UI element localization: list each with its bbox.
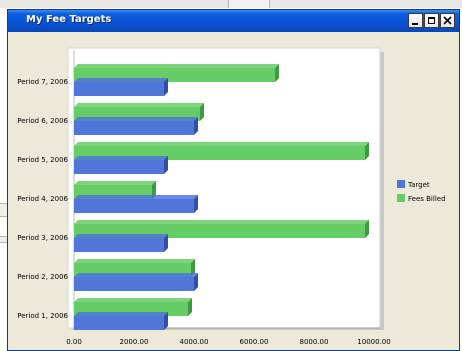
bar-target-side — [194, 117, 198, 135]
bar-target-face — [74, 316, 164, 330]
bar-fees-billed-top — [74, 259, 195, 263]
bar-target — [74, 273, 198, 291]
bar-fees-billed-top — [74, 103, 204, 107]
legend-swatch-target — [397, 180, 405, 188]
bar-target — [74, 234, 168, 252]
category-label: Period 1, 2006 — [17, 312, 68, 320]
bar-target-top — [74, 234, 168, 238]
bar-target-face — [74, 160, 164, 174]
bar-target — [74, 78, 168, 96]
background-panel-edge — [0, 236, 8, 243]
bar-target-face — [74, 82, 164, 96]
bar-target-face — [74, 199, 194, 213]
close-icon — [443, 16, 452, 25]
bar-target-side — [164, 156, 168, 174]
background-panel-edge — [228, 0, 270, 8]
minimize-icon — [412, 23, 418, 25]
bar-target — [74, 312, 168, 330]
category-label: Period 7, 2006 — [17, 78, 68, 86]
title-bar[interactable]: My Fee Targets — [8, 10, 459, 32]
maximize-icon — [428, 17, 435, 24]
bar-target-top — [74, 78, 168, 82]
x-tick-label: 10000.00 — [357, 338, 390, 346]
x-tick-label: 4000.00 — [180, 338, 209, 346]
bar-target-top — [74, 273, 198, 277]
bar-target-face — [74, 277, 194, 291]
bar-fees-billed-side — [365, 220, 369, 238]
category-label: Period 2, 2006 — [17, 273, 68, 281]
desktop-background-strip — [0, 0, 462, 8]
x-tick-label: 0.00 — [66, 338, 82, 346]
bar-fees-billed-top — [74, 142, 369, 146]
category-label: Period 3, 2006 — [17, 234, 68, 242]
x-tick-label: 8000.00 — [300, 338, 329, 346]
minimize-button[interactable] — [408, 13, 423, 28]
bar-target — [74, 156, 168, 174]
fee-targets-chart: Period 1, 2006 Period 2, 2006 Period 3, 20… — [17, 47, 446, 346]
close-button[interactable] — [440, 13, 455, 28]
category-label: Period 4, 2006 — [17, 195, 68, 203]
bar-target-top — [74, 117, 198, 121]
legend-swatch-fees-billed — [397, 194, 405, 202]
fee-targets-window: My Fee Targets Period 1, 2006 Period 2, 2… — [7, 9, 460, 351]
background-panel-edge — [0, 203, 8, 217]
bar-fees-billed-top — [74, 220, 369, 224]
bar-fees-billed-side — [365, 142, 369, 160]
bar-fees-billed-side — [152, 181, 156, 199]
bar-fees-billed-side — [200, 103, 204, 121]
bar-target-top — [74, 312, 168, 316]
category-label: Period 6, 2006 — [17, 117, 68, 125]
x-tick-label: 2000.00 — [120, 338, 149, 346]
bar-fees-billed-side — [188, 298, 192, 316]
legend-label-fees-billed: Fees Billed — [408, 195, 446, 203]
bar-fees-billed-side — [191, 259, 195, 277]
bar-target — [74, 117, 198, 135]
bar-fees-billed-side — [275, 64, 279, 82]
bar-fees-billed-top — [74, 64, 279, 68]
maximize-button[interactable] — [424, 13, 439, 28]
bar-fees-billed-top — [74, 181, 156, 185]
bar-target-side — [194, 195, 198, 213]
bar-target-side — [164, 234, 168, 252]
bar-target — [74, 195, 198, 213]
bar-target-side — [164, 78, 168, 96]
bar-target-top — [74, 195, 198, 199]
bar-target-side — [194, 273, 198, 291]
x-tick-label: 6000.00 — [240, 338, 269, 346]
window-title: My Fee Targets — [26, 14, 112, 25]
category-label: Period 5, 2006 — [17, 156, 68, 164]
bar-target-face — [74, 121, 194, 135]
bar-target-face — [74, 238, 164, 252]
bar-target-side — [164, 312, 168, 330]
bar-fees-billed-top — [74, 298, 192, 302]
bar-target-top — [74, 156, 168, 160]
legend-label-target: Target — [407, 181, 430, 189]
